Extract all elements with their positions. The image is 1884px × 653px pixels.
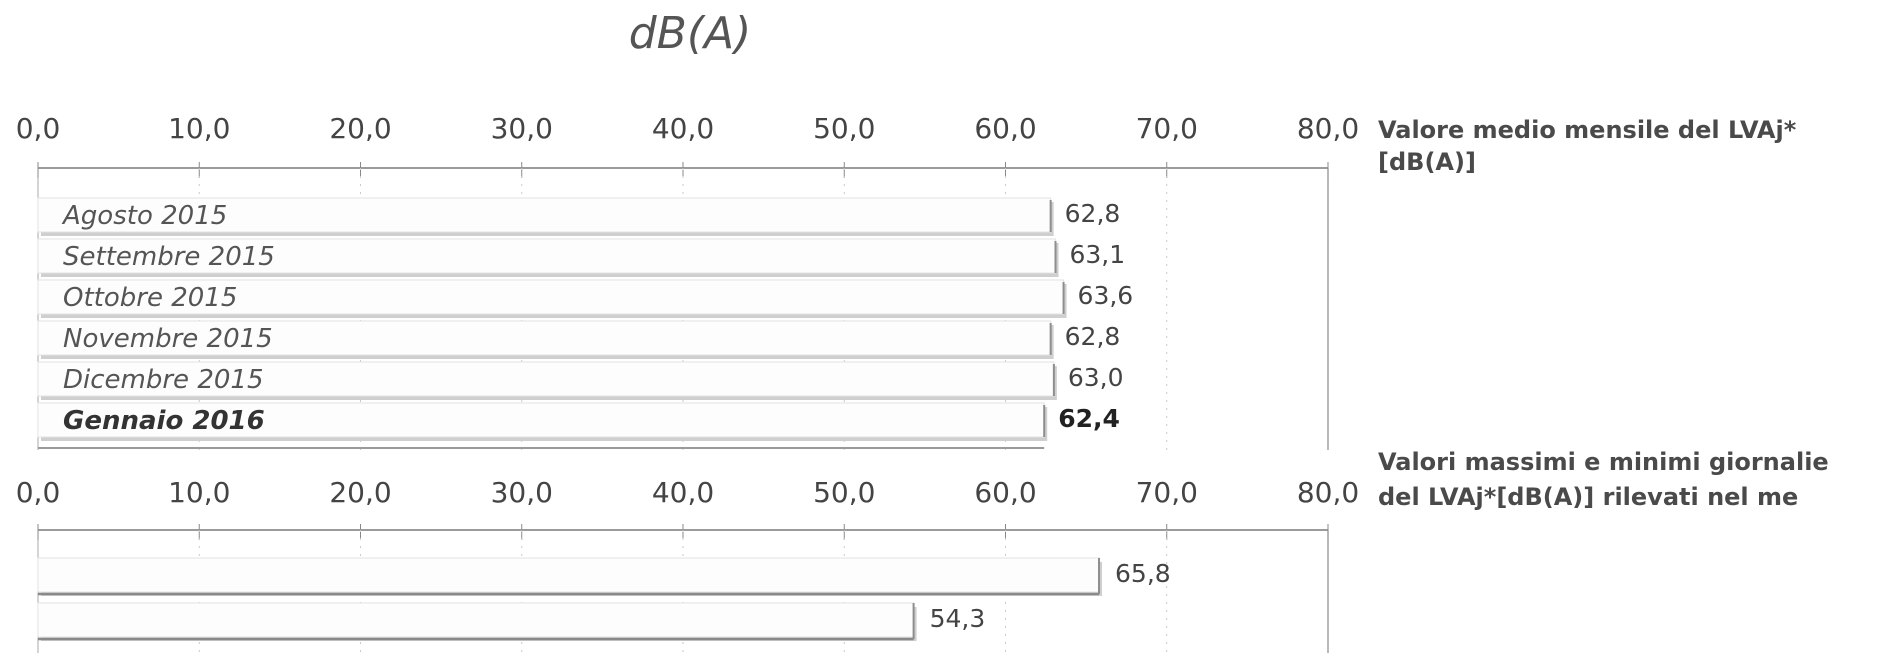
- x-tick-label: 70,0: [1136, 476, 1198, 509]
- chart-panel-monthly-average: 0,0 10,0 20,0 30,0 40,0 50,0 60,0 70,0 80,0 Agost…: [16, 112, 1359, 450]
- bar: [37, 320, 1052, 356]
- legend-line-2-chart-2: del LVAj*[dB(A)] rilevati nel me: [1378, 483, 1798, 511]
- category-label: Ottobre 2015: [63, 283, 237, 313]
- bar: [37, 557, 1100, 593]
- bar: [37, 602, 915, 638]
- data-label: 54,3: [930, 604, 986, 633]
- data-label: 65,8: [1115, 559, 1171, 588]
- x-tick-label: 10,0: [168, 476, 230, 509]
- x-tick-label: 60,0: [974, 112, 1036, 145]
- category-label: Novembre 2015: [63, 324, 273, 354]
- x-tick-label: 20,0: [329, 476, 391, 509]
- x-tick-label: 0,0: [16, 476, 61, 509]
- x-tick-label: 50,0: [813, 112, 875, 145]
- data-label: 63,1: [1069, 240, 1125, 269]
- legend-line-2-chart-1: [dB(A)]: [1378, 148, 1476, 176]
- x-tick-label: 0,0: [16, 112, 61, 145]
- x-tick-label: 20,0: [329, 112, 391, 145]
- x-tick-label: 10,0: [168, 112, 230, 145]
- x-tick-label: 40,0: [652, 112, 714, 145]
- category-label: Gennaio 2016: [63, 406, 265, 436]
- bar: [37, 197, 1052, 233]
- category-label: Agosto 2015: [61, 201, 227, 231]
- x-tick-label: 30,0: [491, 112, 553, 145]
- x-tick-label: 80,0: [1297, 112, 1359, 145]
- x-tick-label: 80,0: [1297, 476, 1359, 509]
- data-label: 63,6: [1078, 281, 1134, 310]
- bar: [37, 238, 1056, 274]
- data-label: 63,0: [1068, 363, 1124, 392]
- chart-unit-title: dB(A): [629, 8, 752, 59]
- chart-panel-daily-max-min: 0,0 10,0 20,0 30,0 40,0 50,0 60,0 70,0 80,0 65,8 5…: [16, 476, 1359, 653]
- category-label: Settembre 2015: [63, 242, 275, 272]
- bar: [37, 361, 1055, 397]
- data-label: 62,4: [1058, 404, 1120, 433]
- data-label: 62,8: [1065, 199, 1121, 228]
- x-tick-label: 50,0: [813, 476, 875, 509]
- x-tick-label: 30,0: [491, 476, 553, 509]
- x-tick-label: 70,0: [1136, 112, 1198, 145]
- x-tick-label: 40,0: [652, 476, 714, 509]
- x-tick-label: 60,0: [974, 476, 1036, 509]
- data-label: 62,8: [1065, 322, 1121, 351]
- category-label: Dicembre 2015: [63, 365, 263, 395]
- legend-line-1-chart-1: Valore medio mensile del LVAj*: [1378, 116, 1797, 144]
- legend-line-1-chart-2: Valori massimi e minimi giornalie: [1378, 448, 1829, 476]
- bar: [37, 279, 1065, 315]
